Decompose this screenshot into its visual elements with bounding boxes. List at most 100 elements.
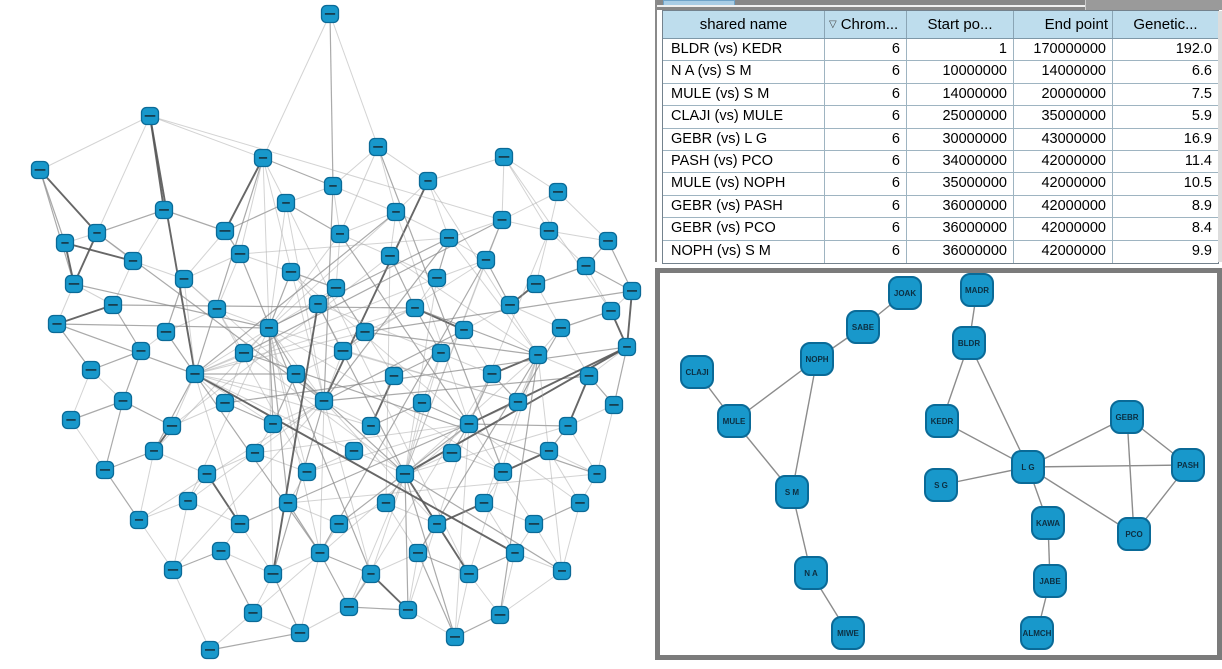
table-cell[interactable]: 6 (825, 150, 907, 173)
table-cell[interactable]: GEBR (vs) PASH (663, 195, 825, 218)
network-node[interactable] (405, 298, 425, 318)
network-node[interactable] (113, 391, 133, 411)
network-node[interactable] (330, 224, 350, 244)
network-node[interactable] (131, 341, 151, 361)
network-node[interactable]: JABE (1033, 564, 1067, 598)
network-node[interactable] (482, 364, 502, 384)
network-node[interactable] (47, 314, 67, 334)
network-node[interactable] (81, 360, 101, 380)
network-node[interactable] (259, 318, 279, 338)
network-node[interactable] (622, 281, 642, 301)
network-node[interactable] (539, 441, 559, 461)
network-node[interactable] (185, 364, 205, 384)
network-node[interactable] (418, 171, 438, 191)
table-cell[interactable]: CLAJI (vs) MULE (663, 106, 825, 128)
network-node[interactable] (398, 600, 418, 620)
network-node[interactable] (492, 210, 512, 230)
network-node[interactable] (439, 228, 459, 248)
table-cell[interactable]: 14000000 (907, 83, 1014, 106)
network-node[interactable]: BLDR (952, 326, 986, 360)
network-node[interactable] (263, 564, 283, 584)
network-node[interactable] (442, 443, 462, 463)
table-cell[interactable]: 42000000 (1014, 195, 1113, 218)
network-node[interactable]: GEBR (1110, 400, 1144, 434)
network-node[interactable]: KAWA (1031, 506, 1065, 540)
network-node[interactable] (281, 262, 301, 282)
table-cell[interactable]: 35000000 (1014, 106, 1113, 128)
network-node[interactable] (140, 106, 160, 126)
network-node[interactable]: N A (794, 556, 828, 590)
network-node[interactable] (500, 295, 520, 315)
network-node[interactable] (505, 543, 525, 563)
table-cell[interactable]: 6 (825, 128, 907, 150)
network-edge[interactable] (968, 342, 1029, 468)
network-node[interactable] (200, 640, 220, 660)
network-edge[interactable] (791, 358, 818, 493)
table-row[interactable]: GEBR (vs) PCO 6 36000000 42000000 8.4 (663, 218, 1218, 241)
table-cell[interactable]: 10.5 (1183, 175, 1212, 192)
network-node[interactable] (230, 514, 250, 534)
network-node[interactable] (243, 603, 263, 623)
column-header-chrom[interactable]: ▽ Chrom... (825, 11, 907, 38)
network-node[interactable] (427, 268, 447, 288)
network-node[interactable] (361, 416, 381, 436)
network-node[interactable] (297, 462, 317, 482)
network-node[interactable] (310, 543, 330, 563)
table-cell[interactable]: 8.4 (1191, 220, 1212, 237)
network-node[interactable]: MADR (960, 273, 994, 307)
table-cell[interactable]: 11.4 (1184, 152, 1212, 169)
table-row[interactable]: GEBR (vs) L G 6 30000000 43000000 16.9 (663, 128, 1218, 151)
network-node[interactable] (384, 366, 404, 386)
table-cell[interactable]: 6 (825, 218, 907, 240)
table-cell[interactable]: 30000000 (907, 128, 1014, 150)
network-node[interactable] (339, 597, 359, 617)
network-node[interactable] (245, 443, 265, 463)
table-panel-tab[interactable] (663, 0, 735, 5)
table-cell[interactable]: GEBR (vs) L G (663, 128, 825, 150)
network-node[interactable] (474, 493, 494, 513)
table-cell[interactable]: 6 (825, 83, 907, 106)
network-node[interactable]: PASH (1171, 448, 1205, 482)
table-cell[interactable]: 6 (825, 173, 907, 195)
network-node[interactable] (323, 176, 343, 196)
table-cell[interactable]: 6 (825, 106, 907, 128)
network-node[interactable] (278, 493, 298, 513)
table-cell[interactable]: 34000000 (907, 150, 1014, 173)
overview-network-canvas[interactable] (0, 0, 655, 669)
network-node[interactable] (320, 4, 340, 24)
column-header-end-point[interactable]: End point (1014, 11, 1113, 38)
network-node[interactable] (263, 414, 283, 434)
network-node[interactable] (207, 299, 227, 319)
network-node[interactable]: S G (924, 468, 958, 502)
network-node[interactable] (476, 250, 496, 270)
network-node[interactable] (539, 221, 559, 241)
network-node[interactable] (579, 366, 599, 386)
network-node[interactable] (576, 256, 596, 276)
network-node[interactable] (144, 441, 164, 461)
network-node[interactable] (30, 160, 50, 180)
network-node[interactable]: L G (1011, 450, 1045, 484)
panel-splitter[interactable] (655, 0, 657, 262)
network-node[interactable] (156, 322, 176, 342)
network-node[interactable] (494, 147, 514, 167)
network-node[interactable] (380, 246, 400, 266)
network-node[interactable] (528, 345, 548, 365)
network-node[interactable] (431, 343, 451, 363)
table-cell[interactable]: 14000000 (1014, 61, 1113, 83)
table-cell[interactable]: 25000000 (907, 106, 1014, 128)
table-cell[interactable]: 16.9 (1183, 130, 1212, 147)
network-node[interactable] (598, 231, 618, 251)
table-cell[interactable]: 43000000 (1014, 128, 1113, 150)
network-node[interactable]: NOPH (800, 342, 834, 376)
table-cell[interactable]: GEBR (vs) PCO (663, 218, 825, 240)
network-node[interactable] (234, 343, 254, 363)
table-row[interactable]: MULE (vs) S M 6 14000000 20000000 7.5 (663, 83, 1218, 107)
column-header-genetic[interactable]: Genetic... (1113, 11, 1218, 38)
network-node[interactable] (174, 269, 194, 289)
network-node[interactable] (459, 414, 479, 434)
network-node[interactable] (368, 137, 388, 157)
network-node[interactable] (215, 221, 235, 241)
filter-icon[interactable]: ▽ (829, 18, 837, 30)
network-node[interactable] (308, 294, 328, 314)
network-node[interactable] (508, 392, 528, 412)
